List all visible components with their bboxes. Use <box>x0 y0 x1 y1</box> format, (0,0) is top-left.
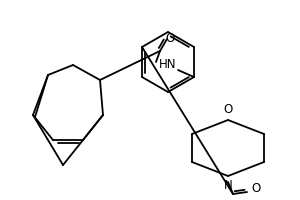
Text: O: O <box>224 103 232 116</box>
Text: O: O <box>251 182 260 196</box>
Text: O: O <box>165 31 175 45</box>
Text: HN: HN <box>158 58 176 71</box>
Text: N: N <box>224 179 232 192</box>
